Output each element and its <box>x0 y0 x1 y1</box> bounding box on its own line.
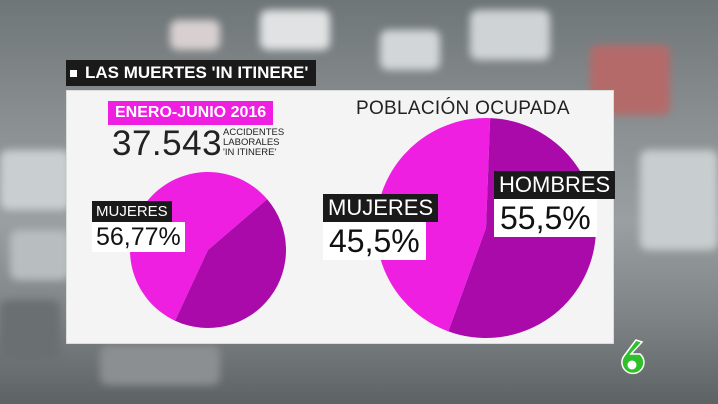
right-women-value: 45,5% <box>323 222 426 260</box>
pie-slice-other <box>175 199 286 328</box>
right-women-tag: MUJERES <box>323 194 439 222</box>
right-men-value: 55,5% <box>494 199 597 237</box>
headline-title: LAS MUERTES 'IN ITINERE' <box>85 63 309 82</box>
pie-slice-women <box>375 118 491 332</box>
total-accidents-label: ACCIDENTES LABORALES 'IN ITINERE' <box>223 128 293 158</box>
right-chart-title: POBLACIÓN OCUPADA <box>356 98 570 119</box>
left-women-value: 56,77% <box>92 222 185 252</box>
headline-bar: LAS MUERTES 'IN ITINERE' <box>66 60 317 86</box>
total-label-line: ACCIDENTES <box>223 127 285 138</box>
total-label-line: 'IN ITINERE' <box>223 147 277 158</box>
right-men-tag: HOMBRES <box>494 171 616 199</box>
bullet-square-icon <box>70 69 77 77</box>
la-sexta-logo-icon <box>621 339 645 375</box>
left-women-tag: MUJERES <box>92 201 172 222</box>
total-label-line: LABORALES <box>223 137 280 148</box>
period-label: ENERO-JUNIO 2016 <box>108 101 274 125</box>
total-accidents-number: 37.543 <box>112 124 223 163</box>
